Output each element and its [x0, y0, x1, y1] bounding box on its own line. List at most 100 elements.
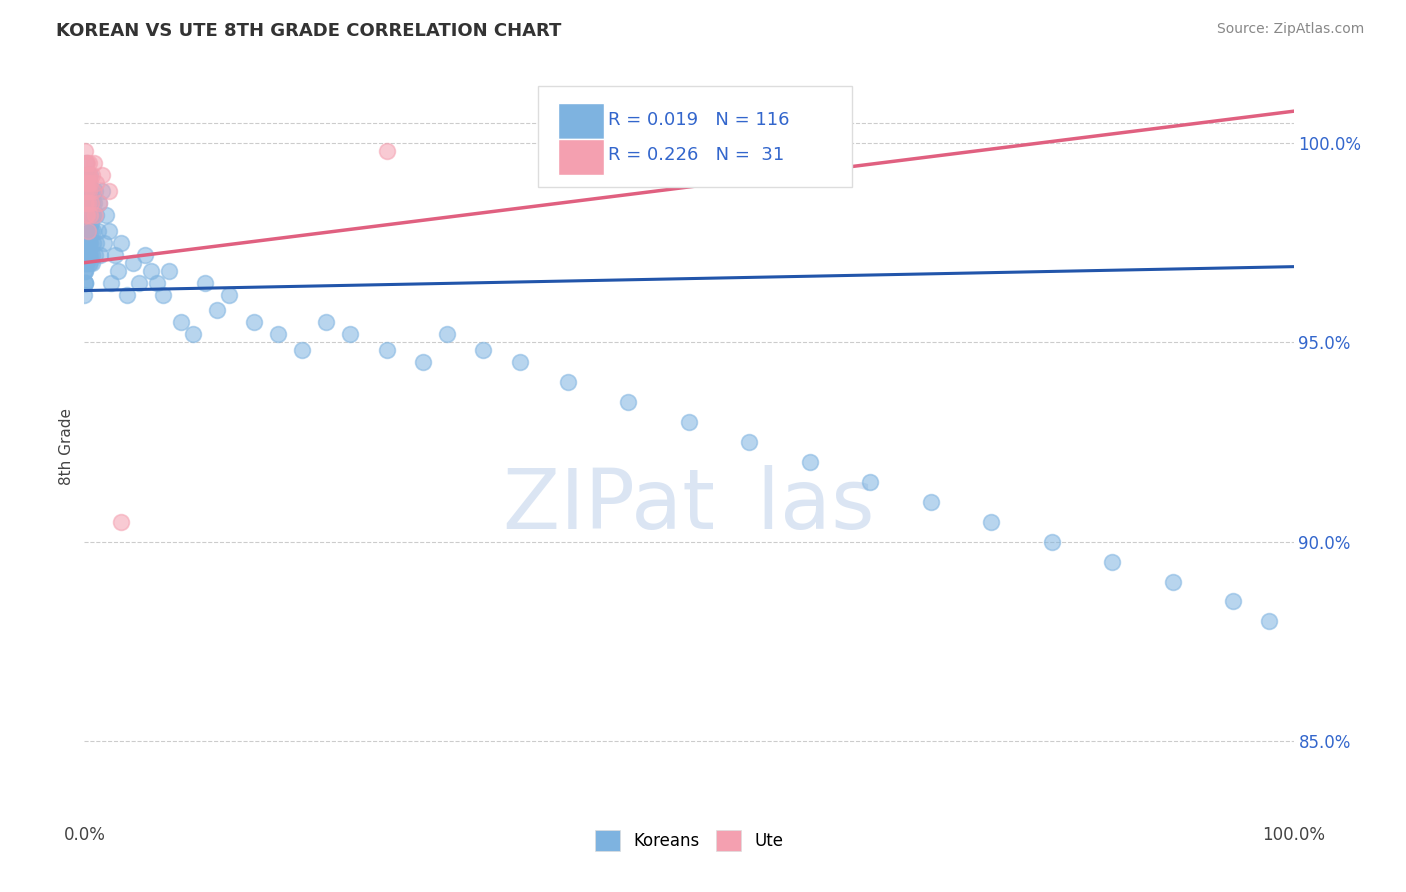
Point [291, 343, 314, 358]
Point [80, 208, 103, 222]
Point [75, 235, 97, 250]
Point [75, 184, 97, 198]
Y-axis label: 8th Grade: 8th Grade [59, 408, 75, 484]
Point [77, 235, 100, 250]
Point [73, 235, 96, 250]
Point [84, 208, 107, 222]
Point [75, 184, 97, 198]
Point [339, 327, 361, 342]
Point [678, 415, 700, 429]
Point [80, 168, 103, 182]
Point [194, 276, 217, 290]
Point [75, 276, 97, 290]
Point [1040, 534, 1063, 549]
Point [77, 184, 100, 198]
Point [920, 495, 942, 509]
Point [115, 287, 138, 301]
Point [79, 224, 101, 238]
Point [472, 343, 495, 358]
Point [83, 248, 105, 262]
Point [1101, 555, 1123, 569]
Point [75, 176, 97, 190]
Point [100, 276, 122, 290]
Point [267, 327, 290, 342]
Point [79, 195, 101, 210]
Point [375, 144, 398, 158]
Point [77, 224, 100, 238]
Point [76, 235, 98, 250]
Point [121, 255, 143, 269]
Point [146, 276, 169, 290]
Point [557, 376, 579, 390]
Point [79, 168, 101, 182]
Point [73, 168, 96, 182]
Point [80, 255, 103, 269]
Point [76, 216, 98, 230]
Point [110, 235, 132, 250]
Point [139, 263, 162, 277]
Point [91, 184, 114, 198]
Point [76, 195, 98, 210]
Point [77, 156, 100, 170]
Point [89, 248, 111, 262]
Point [79, 235, 101, 250]
Point [97, 224, 120, 238]
Point [75, 216, 97, 230]
Legend: Koreans, Ute: Koreans, Ute [588, 823, 790, 857]
Point [76, 168, 98, 182]
FancyBboxPatch shape [538, 87, 852, 187]
Point [79, 216, 101, 230]
Point [87, 195, 110, 210]
Point [170, 315, 193, 329]
Point [77, 208, 100, 222]
Point [79, 255, 101, 269]
Text: KOREAN VS UTE 8TH GRADE CORRELATION CHART: KOREAN VS UTE 8TH GRADE CORRELATION CHAR… [56, 22, 561, 40]
Point [73, 276, 96, 290]
Point [75, 156, 97, 170]
Point [76, 208, 98, 222]
Point [86, 208, 108, 222]
Point [75, 208, 97, 222]
Point [75, 255, 97, 269]
Point [152, 287, 174, 301]
Point [75, 195, 97, 210]
Point [82, 235, 104, 250]
Point [980, 515, 1002, 529]
Text: ZIPat las: ZIPat las [503, 466, 875, 547]
Point [104, 248, 127, 262]
Point [77, 248, 100, 262]
Point [799, 455, 821, 469]
Point [79, 184, 101, 198]
Point [73, 263, 96, 277]
Point [157, 263, 180, 277]
Point [76, 255, 98, 269]
Point [76, 195, 98, 210]
Text: Source: ZipAtlas.com: Source: ZipAtlas.com [1216, 22, 1364, 37]
Point [75, 263, 97, 277]
Point [76, 184, 98, 198]
Point [375, 343, 398, 358]
Point [86, 176, 108, 190]
Point [80, 195, 103, 210]
Point [77, 235, 100, 250]
Point [77, 224, 100, 238]
Point [75, 168, 97, 182]
Point [82, 208, 104, 222]
Point [77, 184, 100, 198]
Point [75, 184, 97, 198]
Point [76, 168, 98, 182]
Point [207, 303, 229, 318]
Point [73, 248, 96, 262]
FancyBboxPatch shape [558, 103, 605, 139]
Point [110, 515, 132, 529]
Point [128, 276, 150, 290]
Point [82, 184, 104, 198]
Point [738, 435, 761, 450]
Point [80, 195, 103, 210]
Point [73, 195, 96, 210]
Point [73, 176, 96, 190]
Point [79, 176, 101, 190]
Point [84, 184, 107, 198]
Point [75, 248, 97, 262]
Point [73, 224, 96, 238]
